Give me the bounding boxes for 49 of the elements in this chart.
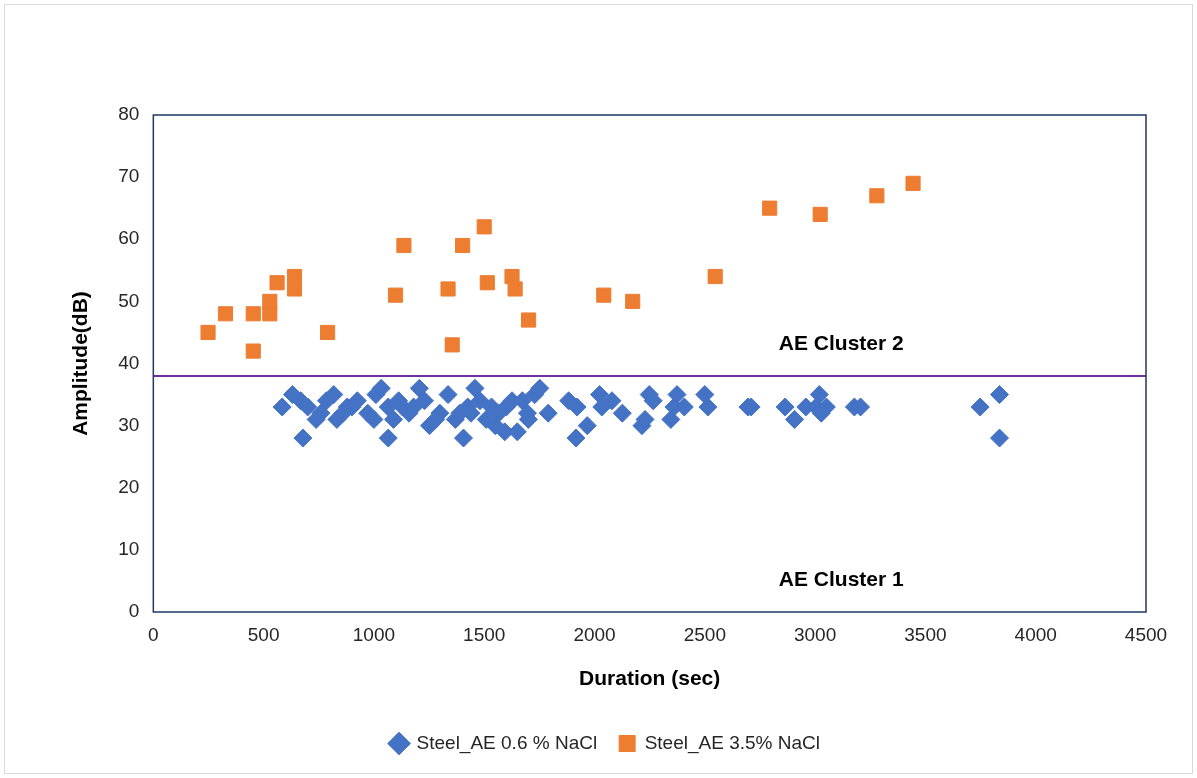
point (245, 306, 261, 322)
point (479, 275, 495, 291)
point (869, 188, 885, 204)
point (320, 324, 336, 341)
y-tick-label: 50 (118, 289, 140, 311)
y-tick-label: 20 (118, 475, 140, 497)
point (905, 175, 921, 191)
y-tick-label: 0 (128, 600, 140, 622)
x-axis-title: Duration (sec) (579, 666, 721, 690)
x-tick-label: 2000 (573, 623, 616, 645)
y-axis-title: Amplitude(dB) (68, 291, 92, 436)
point (520, 312, 537, 328)
point (707, 268, 723, 285)
y-tick-label: 30 (118, 413, 140, 435)
x-tick-label: 3500 (904, 623, 947, 645)
x-tick-label: 2500 (683, 623, 726, 645)
point (262, 293, 278, 309)
y-tick-label: 60 (118, 227, 140, 249)
y-tick-label: 40 (118, 351, 140, 373)
point (387, 287, 404, 303)
point (440, 281, 456, 297)
point (200, 324, 216, 341)
point (396, 237, 412, 254)
x-tick-label: 4500 (1124, 623, 1168, 645)
x-tick-label: 1000 (352, 623, 396, 645)
x-tick-label: 500 (247, 623, 280, 645)
point (625, 293, 641, 309)
point (455, 237, 471, 254)
point (217, 306, 234, 322)
legend-label: Steel_AE 3.5% NaCl (644, 731, 820, 754)
y-tick-label: 80 (118, 103, 140, 125)
x-tick-label: 4000 (1014, 623, 1057, 645)
point (596, 287, 612, 303)
point (269, 275, 285, 291)
point (507, 281, 523, 297)
point (286, 281, 303, 297)
annotation: AE Cluster 2 (778, 330, 904, 354)
point (762, 200, 778, 216)
y-tick-label: 70 (118, 165, 140, 187)
annotation: AE Cluster 1 (778, 566, 905, 590)
point (476, 219, 492, 235)
x-tick-label: 1500 (463, 623, 506, 645)
legend-label: Steel_AE 0.6 % NaCl (416, 731, 598, 754)
y-tick-label: 10 (118, 538, 140, 560)
point (245, 343, 261, 359)
x-tick-label: 0 (148, 623, 159, 645)
point (812, 206, 828, 222)
x-tick-label: 3000 (793, 623, 837, 645)
point (444, 337, 460, 353)
